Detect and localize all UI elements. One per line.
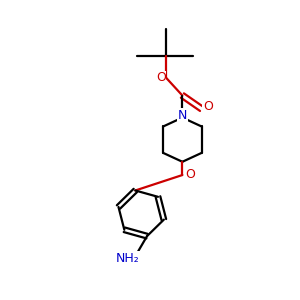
Text: O: O [186,168,196,181]
Text: O: O [156,71,166,84]
Text: NH₂: NH₂ [116,252,140,265]
Text: O: O [203,100,213,113]
Text: N: N [178,109,187,122]
